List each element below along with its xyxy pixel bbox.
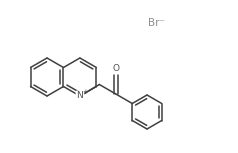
Text: Br⁻: Br⁻: [148, 18, 165, 28]
Text: N: N: [77, 91, 83, 101]
Text: O: O: [112, 64, 119, 73]
Text: +: +: [82, 89, 88, 95]
